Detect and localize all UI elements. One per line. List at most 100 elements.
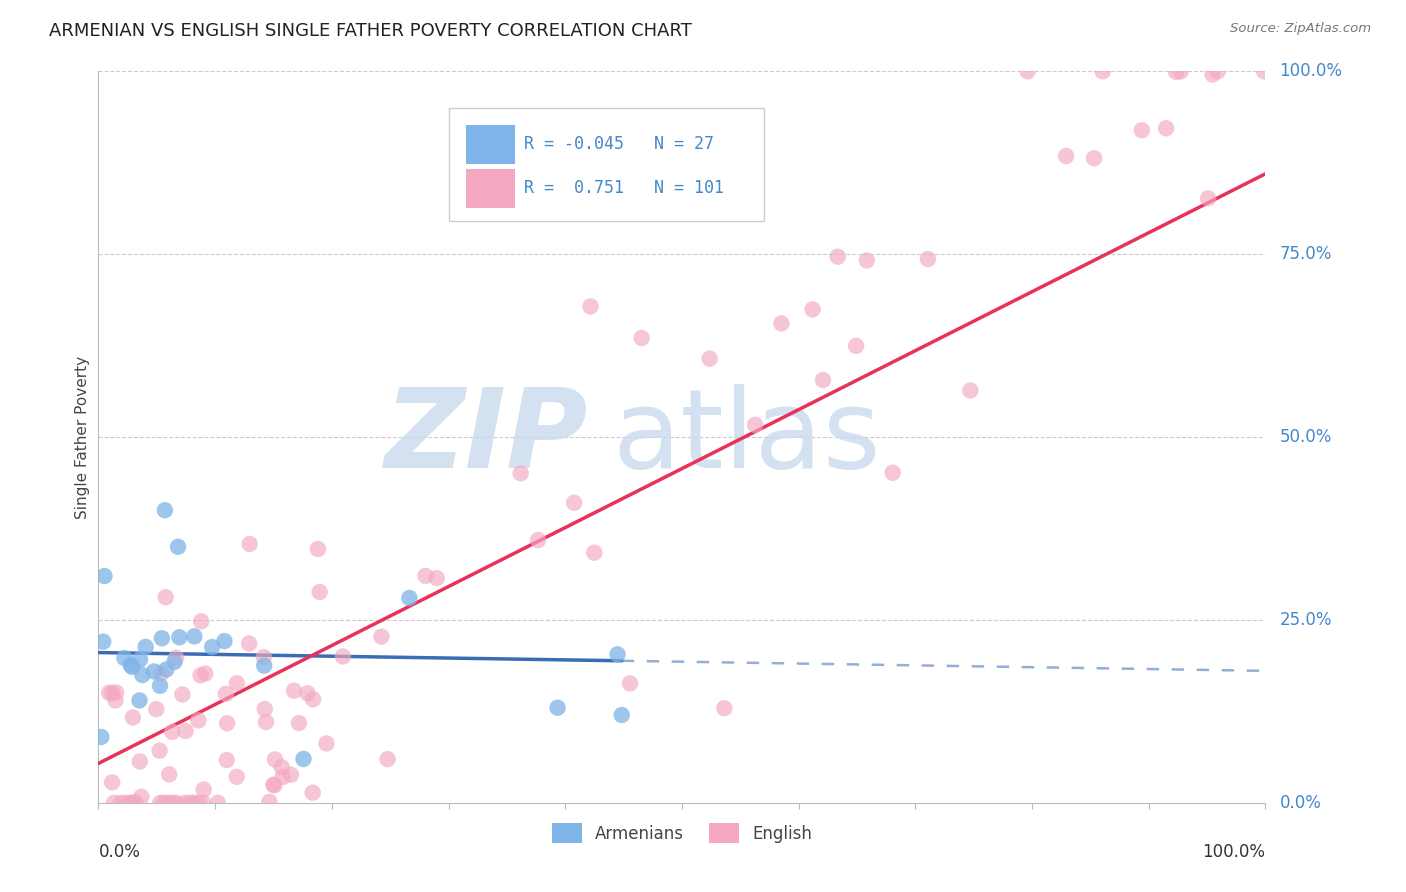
Point: [1017, 64, 1039, 78]
Point: [254, 714, 277, 729]
Point: [398, 591, 420, 605]
Point: [801, 302, 824, 317]
Point: [114, 796, 136, 810]
Point: [153, 503, 176, 517]
Text: 0.0%: 0.0%: [98, 843, 141, 861]
Point: [105, 685, 128, 699]
Point: [882, 466, 904, 480]
Point: [280, 768, 302, 782]
Point: [579, 300, 602, 314]
Point: [1154, 121, 1177, 136]
Point: [1083, 151, 1105, 165]
Point: [172, 688, 194, 702]
Point: [415, 569, 437, 583]
Point: [619, 676, 641, 690]
Point: [509, 467, 531, 481]
Text: R =  0.751   N = 101: R = 0.751 N = 101: [524, 179, 724, 197]
Point: [101, 775, 124, 789]
Point: [263, 778, 285, 792]
Point: [153, 796, 176, 810]
Point: [174, 723, 197, 738]
Point: [190, 615, 212, 629]
Point: [264, 752, 287, 766]
Point: [297, 686, 319, 700]
Text: atlas: atlas: [612, 384, 880, 491]
Point: [131, 668, 153, 682]
Point: [217, 716, 239, 731]
Point: [150, 632, 173, 646]
Text: 75.0%: 75.0%: [1279, 245, 1331, 263]
Point: [104, 693, 127, 707]
Point: [110, 796, 132, 810]
Point: [959, 384, 981, 398]
Point: [744, 417, 766, 432]
Point: [215, 753, 238, 767]
Point: [169, 630, 191, 644]
Point: [1091, 64, 1114, 78]
Point: [163, 655, 186, 669]
Point: [1054, 149, 1077, 163]
Point: [162, 724, 184, 739]
Point: [262, 778, 284, 792]
Point: [181, 796, 204, 810]
Point: [377, 752, 399, 766]
Legend: Armenians, English: Armenians, English: [546, 817, 818, 849]
Text: ZIP: ZIP: [385, 384, 589, 491]
Point: [131, 789, 153, 804]
Text: 50.0%: 50.0%: [1279, 428, 1331, 446]
Point: [93, 569, 115, 583]
Point: [770, 317, 793, 331]
Text: ARMENIAN VS ENGLISH SINGLE FATHER POVERTY CORRELATION CHART: ARMENIAN VS ENGLISH SINGLE FATHER POVERT…: [49, 22, 692, 40]
Point: [630, 331, 652, 345]
Point: [122, 710, 145, 724]
Point: [253, 702, 276, 716]
Point: [271, 770, 294, 784]
Point: [121, 660, 143, 674]
Point: [253, 650, 276, 665]
Point: [547, 700, 569, 714]
Text: 25.0%: 25.0%: [1279, 611, 1331, 629]
Point: [827, 250, 849, 264]
Point: [239, 537, 262, 551]
Point: [187, 714, 209, 728]
Point: [128, 693, 150, 707]
Point: [120, 658, 142, 673]
Point: [283, 683, 305, 698]
Point: [167, 540, 190, 554]
Point: [270, 760, 292, 774]
Point: [811, 373, 834, 387]
Point: [713, 701, 735, 715]
Point: [1253, 64, 1275, 78]
Point: [856, 253, 879, 268]
Point: [174, 796, 197, 810]
Point: [238, 636, 260, 650]
Point: [426, 571, 449, 585]
Point: [162, 796, 184, 810]
Point: [201, 640, 224, 654]
Point: [845, 339, 868, 353]
Point: [259, 795, 281, 809]
Point: [128, 755, 150, 769]
Text: 0.0%: 0.0%: [1279, 794, 1322, 812]
Text: R = -0.045   N = 27: R = -0.045 N = 27: [524, 135, 714, 153]
Text: Source: ZipAtlas.com: Source: ZipAtlas.com: [1230, 22, 1371, 36]
Point: [1166, 65, 1188, 79]
Point: [225, 770, 247, 784]
FancyBboxPatch shape: [465, 125, 515, 164]
Point: [143, 665, 166, 679]
Point: [288, 716, 311, 731]
Point: [610, 708, 633, 723]
Point: [179, 796, 201, 810]
Point: [120, 796, 142, 810]
Point: [103, 796, 125, 810]
Point: [1197, 191, 1219, 205]
Point: [315, 736, 337, 750]
Point: [101, 686, 124, 700]
Point: [149, 796, 172, 810]
Point: [155, 663, 177, 677]
Point: [1201, 67, 1223, 81]
Point: [122, 796, 145, 810]
Point: [606, 648, 628, 662]
Point: [157, 796, 180, 810]
Point: [145, 702, 167, 716]
